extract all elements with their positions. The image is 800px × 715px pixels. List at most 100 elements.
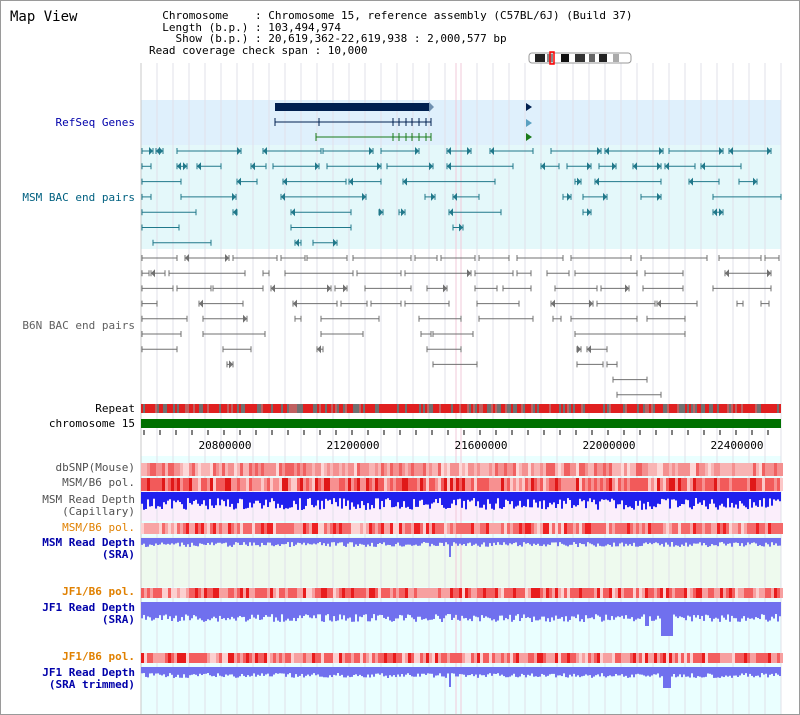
heat-cell [672,523,675,534]
track-label-msm-read-depth-sra[interactable]: MSM Read Depth (SRA) [42,537,135,561]
b6n-bac-pair [440,255,476,261]
depth-bar [535,492,537,503]
heat-cell [732,463,735,476]
repeat-segment [657,404,659,413]
track-label-msm-bac-end-pairs[interactable]: MSM BAC end pairs [22,191,135,204]
track-label-msm-b6-pol[interactable]: MSM/B6 pol. [62,476,135,489]
b6n-bac-pair [516,270,532,277]
info-chromosome: Chromosome : Chromosome 15, reference as… [149,9,633,22]
depth-bar [773,602,775,619]
depth-bar [271,538,273,546]
track-label-jf1-read-depth-sra[interactable]: JF1 Read Depth (SRA) [42,602,135,626]
heat-cell [387,653,390,663]
track-label-repeat[interactable]: Repeat [95,402,135,415]
track-label-jf1-b6-pol-2[interactable]: JF1/B6 pol. [62,650,135,663]
heat-cell [462,463,465,476]
heat-cell [366,653,369,663]
depth-bar [217,602,219,622]
depth-bar [507,667,509,678]
track-label-b6n-bac-end-pairs[interactable]: B6N BAC end pairs [22,319,135,332]
depth-bar [505,492,507,500]
depth-bar [731,602,733,616]
depth-bar [539,602,541,620]
depth-bar [147,667,149,678]
depth-bar [649,602,651,617]
depth-bar [667,492,669,499]
heat-cell [231,463,234,476]
b6n-bac-pair [198,299,244,308]
heat-cell [312,653,315,663]
depth-bar [239,602,241,616]
depth-bar [573,667,575,674]
heat-cell [456,523,459,534]
depth-bar [243,538,245,543]
depth-bar [471,492,473,501]
depth-bar [727,538,729,544]
depth-bar [499,538,501,545]
depth-bar [319,667,321,677]
depth-bar [203,667,205,674]
heat-cell [345,588,348,598]
depth-bar [477,492,479,502]
depth-bar [183,538,185,545]
track-label-jf1-b6-pol[interactable]: JF1/B6 pol. [62,585,135,598]
msm-bac-pair [280,192,367,201]
depth-bar [259,667,261,676]
repeat-segment [697,404,699,413]
depth-bar [607,492,609,501]
depth-bar [483,667,485,676]
heat-cell [447,588,450,598]
depth-bar [737,492,739,509]
track-label-refseq-genes[interactable]: RefSeq Genes [55,116,135,129]
depth-bar [457,538,459,546]
depth-bar [689,538,691,545]
depth-bar [333,602,335,617]
heat-cell [180,653,183,663]
depth-bar [185,602,187,615]
heat-cell [651,588,654,598]
heat-cell [567,653,570,663]
depth-bar [451,492,453,504]
heat-cell [270,463,273,476]
heat-cell [612,463,615,476]
depth-bar [207,538,209,543]
depth-bar [555,492,557,508]
track-label-msm-b6-pol-2[interactable]: MSM/B6 pol. [62,521,135,534]
depth-bar [347,492,349,501]
jf1-read-depth-sra-track [141,602,781,636]
heat-cell [777,653,780,663]
heat-cell [435,463,438,476]
repeat-segment [395,404,397,413]
msm-cap-line1: MSM Read Depth [42,493,135,506]
depth-bar [237,538,239,543]
heat-cell [213,523,216,534]
depth-bar [385,667,387,676]
b6n-bac-pair [718,255,762,261]
heat-cell [351,523,354,534]
depth-bar [313,602,315,616]
depth-bar [627,602,629,619]
depth-bar [489,492,491,504]
depth-bar [443,602,445,619]
depth-bar [575,602,577,619]
heat-cell [393,463,396,476]
track-label-msm-read-depth-capillary[interactable]: MSM Read Depth (Capillary) [42,494,135,518]
repeat-segment [589,404,591,413]
track-label-dbsnp[interactable]: dbSNP(Mouse) [55,461,135,474]
track-label-jf1-read-depth-trimmed[interactable]: JF1 Read Depth (SRA trimmed) [42,667,135,691]
repeat-segment [417,404,419,413]
heat-cell [555,478,558,491]
heat-cell [486,523,489,534]
depth-bar [335,602,337,622]
heat-cell [423,588,426,598]
track-label-chromosome[interactable]: chromosome 15 [48,417,135,430]
heat-cell [156,478,159,491]
depth-bar [751,602,753,619]
repeat-segment [245,404,247,413]
depth-bar [755,602,757,618]
depth-bar [533,602,535,617]
heat-cell [753,478,756,491]
depth-bar [505,538,507,545]
depth-bar [191,602,193,619]
heat-cell [378,653,381,663]
